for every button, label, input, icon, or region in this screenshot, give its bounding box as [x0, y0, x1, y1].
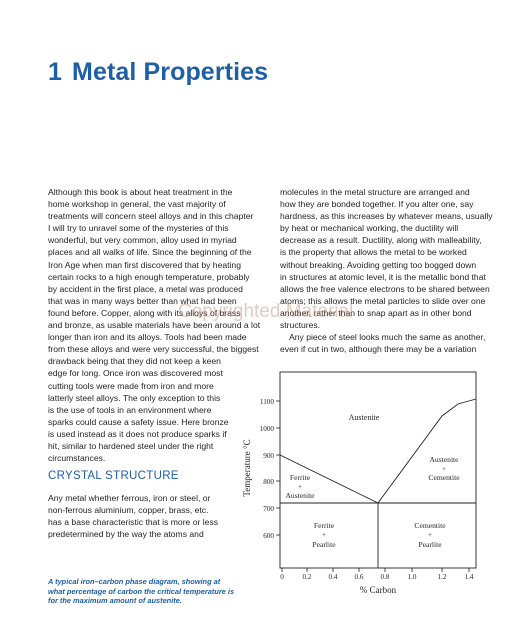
text-line: how they are bonded together. If you alt…: [280, 199, 474, 210]
text-line: decrease as a result. Ductility, along w…: [280, 235, 482, 246]
text-line: places and all walks of life. Since the …: [48, 247, 252, 258]
text-line: treatments will concern steel alloys and…: [48, 211, 254, 222]
text-line: latterly steel alloys. The only exceptio…: [48, 392, 221, 403]
text-line: Iron Age when man first discovered that …: [48, 259, 241, 270]
body-text-left: Although this book is about heat treatme…: [48, 186, 266, 464]
chapter-title: 1 Metal Properties: [48, 58, 268, 87]
x-axis: 0 0.2 0.4 0.6 0.8 1.0 1.2 1.4: [280, 568, 474, 581]
text-line: has a base characteristic that is more o…: [48, 517, 219, 528]
acm-line: [377, 398, 477, 504]
text-line: without breaking. Avoiding getting too b…: [280, 259, 477, 270]
text-line: in structures at atomic level, it is the…: [280, 271, 486, 282]
text-line: is the property that allows the metal to…: [280, 247, 467, 258]
x-tick-label: 0.8: [381, 573, 390, 581]
region-ferrite-austenite-2: +: [298, 482, 302, 491]
body-text-left-continued: Any metal whether ferrous, iron or steel…: [48, 492, 266, 540]
section-heading: CRYSTAL STRUCTURE: [48, 470, 179, 482]
text-line: from these alloys and were very successf…: [48, 344, 259, 355]
text-line: drawback being that they did not keep a …: [48, 356, 221, 367]
text-line: non-ferrous aluminium, copper, brass, et…: [48, 505, 209, 516]
y-tick-label: 1000: [260, 425, 275, 433]
y-tick-label: 1100: [260, 398, 275, 406]
text-line: certain rocks to a high enough temperatu…: [48, 271, 250, 282]
body-text-right: molecules in the metal structure are arr…: [280, 186, 493, 355]
text-line: longer than iron and its alloys. Tools h…: [48, 332, 247, 343]
x-tick-label: 0.2: [303, 573, 312, 581]
chapter-title-text: Metal Properties: [72, 58, 269, 86]
y-axis: 1100 1000 900 800 700 600: [260, 398, 280, 540]
region-cementite-pearlite-1: Cementite: [414, 521, 446, 530]
text-line: by accident in the first place, a metal …: [48, 283, 243, 294]
x-tick-label: 0.4: [329, 573, 338, 581]
y-axis-label: Temperature °C: [242, 439, 252, 496]
region-ferrite-pearlite-2: +: [322, 530, 326, 539]
x-tick-label: 1.0: [408, 573, 417, 581]
text-line: that was in many ways better than what h…: [48, 295, 237, 306]
region-austenite: Austenite: [349, 413, 380, 422]
y-tick-label: 700: [263, 505, 274, 513]
text-line: I will try to unravel some of the myster…: [48, 223, 229, 234]
text-line: Any metal whether ferrous, iron or steel…: [48, 493, 211, 503]
y-tick-label: 900: [263, 452, 274, 460]
text-line: sparks could cause a safety issue. Here …: [48, 416, 229, 427]
text-line: A typical iron–carbon phase diagram, sho…: [48, 577, 221, 586]
x-tick-label: 1.2: [438, 573, 447, 581]
text-line: allows the free valence electrons to be …: [280, 283, 490, 294]
text-line: is the use of tools in an environment wh…: [48, 404, 212, 415]
text-line: home workshop in general, the vast major…: [48, 199, 226, 210]
y-tick-label: 600: [263, 532, 274, 540]
text-line: by heat or mechanical working, the ducti…: [280, 223, 459, 234]
region-ferrite-pearlite-3: Pearlite: [312, 540, 336, 549]
text-line: for the maximum amount of austenite.: [48, 596, 182, 606]
region-cementite-pearlite-3: Pearlite: [418, 540, 442, 549]
region-cementite-pearlite-2: +: [428, 530, 432, 539]
text-line: predetermined by the way the atoms and: [48, 529, 204, 540]
region-austenite-cementite-2: +: [442, 464, 446, 473]
text-line: molecules in the metal structure are arr…: [280, 187, 470, 197]
region-austenite-cementite-1: Austenite: [429, 455, 459, 464]
text-line: what percentage of carbon the critical t…: [48, 586, 235, 596]
text-line: found before. Copper, along with its all…: [48, 307, 241, 318]
x-tick-label: 0: [280, 573, 284, 581]
x-axis-label: % Carbon: [360, 585, 397, 595]
text-line: is used instead as it does not produce s…: [48, 428, 227, 439]
text-line: hardness, as this increases by whatever …: [280, 211, 493, 222]
text-line: and bronze, as usable materials have bee…: [48, 320, 261, 331]
text-line: hit, similar to hardened steel under the…: [48, 440, 214, 451]
a3-line: [279, 454, 379, 504]
text-line: another, rather than to snap apart as in…: [280, 307, 472, 318]
text-line: Any piece of steel looks much the same a…: [289, 332, 486, 343]
chapter-number: 1: [48, 58, 63, 86]
region-ferrite-austenite-1: Ferrite: [290, 473, 311, 482]
text-line: wonderful, but very common, alloy used i…: [48, 235, 237, 246]
text-line: structures.: [280, 320, 321, 331]
text-line: even if cut in two, although there may b…: [280, 344, 477, 355]
phase-diagram: 1100 1000 900 800 700 600 0 0.2 0.4 0.6 …: [242, 371, 477, 595]
region-ferrite-pearlite-1: Ferrite: [314, 521, 335, 530]
region-austenite-cementite-3: Cementite: [428, 473, 460, 482]
text-line: circumstances.: [48, 453, 106, 464]
text-line: Although this book is about heat treatme…: [48, 187, 233, 197]
figure-caption: A typical iron–carbon phase diagram, sho…: [48, 577, 234, 606]
text-line: atoms; this allows the metal particles t…: [280, 295, 486, 306]
x-tick-label: 0.6: [355, 573, 364, 581]
text-line: cutting tools were made from iron and mo…: [48, 380, 214, 391]
x-tick-label: 1.4: [465, 573, 474, 581]
y-tick-label: 800: [263, 478, 274, 486]
region-ferrite-austenite-3: Austenite: [285, 491, 315, 500]
text-line: edge for long. Once iron was discovered …: [48, 368, 223, 379]
